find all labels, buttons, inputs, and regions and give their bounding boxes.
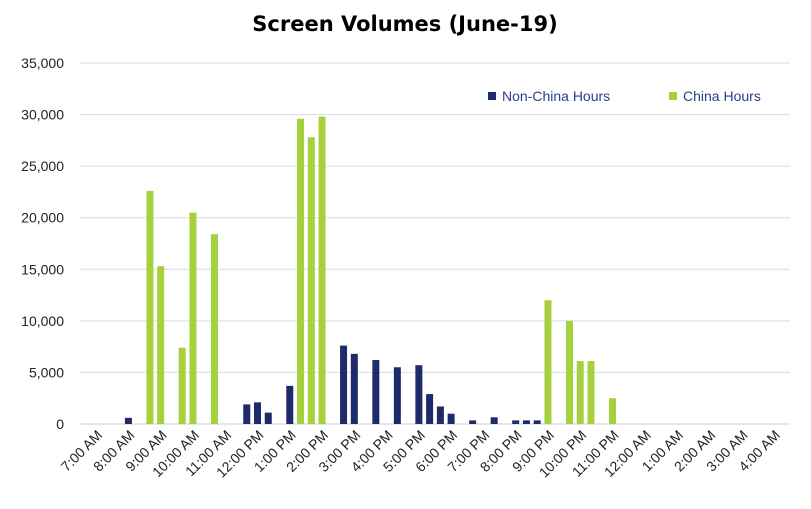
bar-china (157, 266, 165, 424)
legend-label-china: China Hours (683, 88, 761, 104)
legend-swatch-non-china (488, 92, 496, 100)
bar-china (544, 300, 552, 424)
bar-china (565, 320, 573, 424)
bar-non-china (124, 417, 132, 424)
y-tick-label: 15,000 (21, 261, 64, 277)
legend: Non-China Hours China Hours (488, 88, 761, 104)
bar-non-china (340, 345, 348, 424)
y-tick-label: 25,000 (21, 158, 64, 174)
y-tick-label: 5,000 (29, 364, 64, 380)
legend-swatch-china (669, 92, 677, 100)
bar-china (189, 212, 197, 424)
bar-non-china (522, 420, 530, 424)
chart-title: Screen Volumes (June-19) (252, 12, 557, 36)
legend-label-non-china: Non-China Hours (502, 88, 610, 104)
bar-china (307, 137, 315, 424)
bar-china (146, 190, 154, 424)
y-tick-label: 0 (56, 416, 64, 432)
bar-non-china (490, 417, 498, 424)
bars (124, 116, 616, 425)
bar-non-china (264, 412, 272, 424)
bar-non-china (286, 385, 294, 424)
bar-non-china (372, 360, 380, 424)
bar-non-china (254, 402, 261, 424)
bar-non-china (469, 420, 477, 424)
bar-non-china (436, 406, 444, 424)
bar-non-china (393, 367, 401, 424)
bar-china (178, 347, 186, 424)
bar-china (609, 398, 616, 424)
y-tick-label: 20,000 (21, 210, 64, 226)
bar-non-china (243, 404, 251, 424)
gridlines (80, 62, 790, 425)
bar-china (210, 234, 218, 424)
bar-non-china (350, 353, 358, 424)
bar-china (587, 361, 595, 424)
bar-non-china (426, 394, 434, 424)
bar-china (297, 118, 305, 424)
bar-non-china (512, 420, 520, 424)
bar-non-china (447, 413, 455, 424)
bar-china (318, 116, 326, 425)
y-tick-label: 35,000 (21, 55, 64, 71)
bar-non-china (533, 420, 541, 424)
y-tick-label: 10,000 (21, 313, 64, 329)
bar-non-china (415, 365, 423, 424)
y-axis: 0 5,000 10,000 15,000 20,000 25,000 30,000 35,0… (21, 55, 64, 432)
y-tick-label: 30,000 (21, 107, 64, 123)
bar-china (576, 361, 584, 424)
